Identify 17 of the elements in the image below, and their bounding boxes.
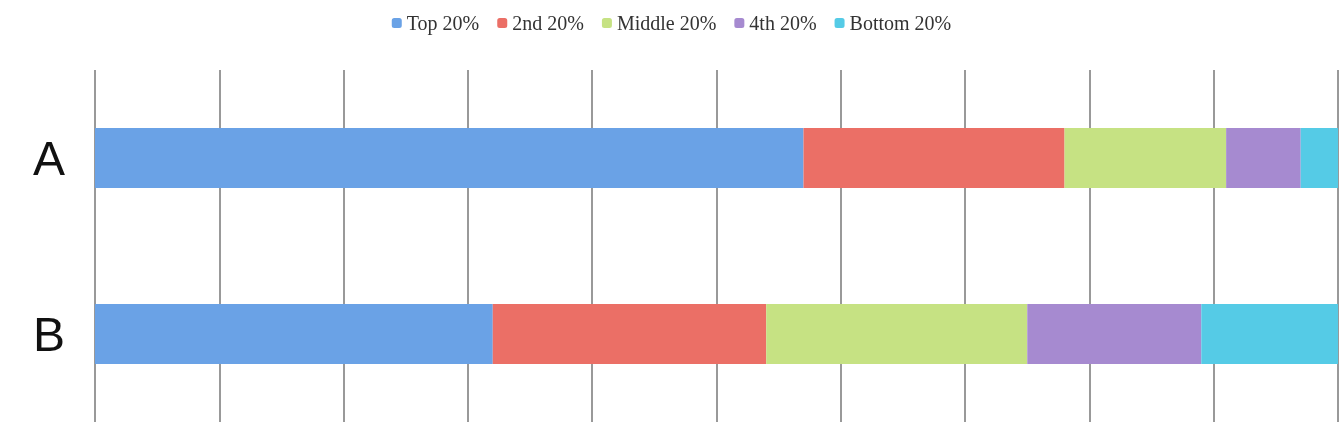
bar bbox=[1226, 128, 1301, 188]
bar bbox=[492, 304, 767, 364]
y-tick-label: A bbox=[32, 131, 65, 185]
bar bbox=[95, 128, 804, 188]
legend-label: Bottom 20% bbox=[849, 12, 952, 34]
bar bbox=[1064, 128, 1227, 188]
bar bbox=[766, 304, 1028, 364]
y-tick-label: B bbox=[32, 307, 65, 361]
legend-label: 4th 20% bbox=[749, 12, 817, 34]
legend-label: 2nd 20% bbox=[512, 12, 584, 34]
bar bbox=[803, 128, 1065, 188]
bar bbox=[1300, 128, 1338, 188]
bar bbox=[95, 304, 493, 364]
bar bbox=[1201, 304, 1338, 364]
legend-label: Middle 20% bbox=[616, 12, 717, 34]
bar bbox=[1027, 304, 1202, 364]
legend-label: Top 20% bbox=[406, 12, 480, 35]
